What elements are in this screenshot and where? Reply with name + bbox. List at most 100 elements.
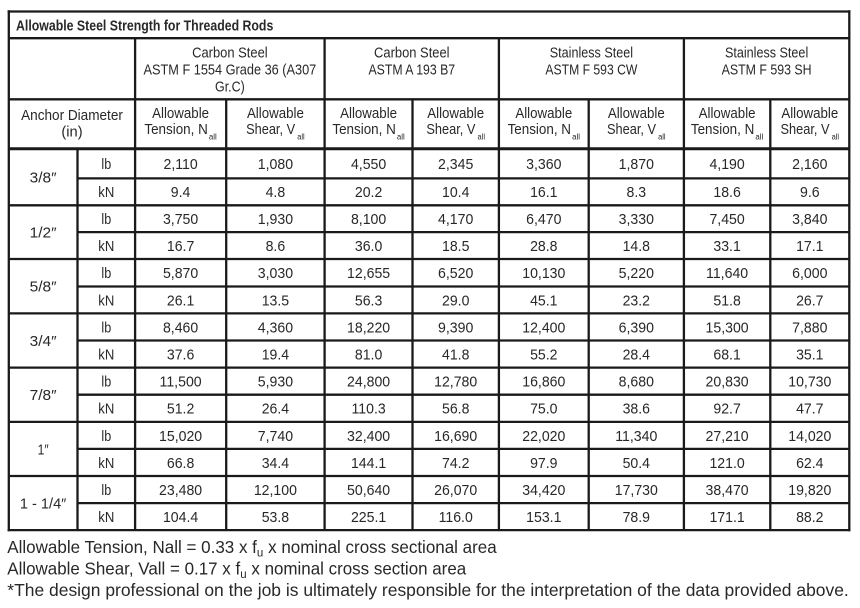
svg-text:lb: lb xyxy=(101,375,111,391)
svg-text:16,690: 16,690 xyxy=(434,429,477,445)
svg-text:x nominal cross section area: x nominal cross section area xyxy=(251,559,466,579)
svg-text:5,930: 5,930 xyxy=(258,375,293,391)
svg-text:8,460: 8,460 xyxy=(163,320,198,336)
svg-text:34,420: 34,420 xyxy=(522,483,565,499)
svg-text:9,390: 9,390 xyxy=(438,320,473,336)
svg-text:1,930: 1,930 xyxy=(258,212,293,228)
svg-text:1 - 1/4″: 1 - 1/4″ xyxy=(20,496,67,512)
svg-text:x nominal cross sectional area: x nominal cross sectional area xyxy=(268,537,497,557)
svg-text:Allowable: Allowable xyxy=(699,106,756,122)
svg-text:all: all xyxy=(658,133,666,142)
svg-text:28.4: 28.4 xyxy=(623,347,650,363)
svg-text:62.4: 62.4 xyxy=(796,456,823,472)
svg-text:92.7: 92.7 xyxy=(713,402,740,418)
svg-text:17.1: 17.1 xyxy=(796,239,823,255)
svg-text:26.7: 26.7 xyxy=(796,293,823,309)
svg-text:74.2: 74.2 xyxy=(442,456,469,472)
svg-text:11,340: 11,340 xyxy=(615,429,657,445)
svg-text:Anchor Diameter: Anchor Diameter xyxy=(21,108,123,124)
svg-text:18.5: 18.5 xyxy=(442,239,469,255)
svg-text:lb: lb xyxy=(101,212,111,228)
svg-text:26.1: 26.1 xyxy=(167,293,194,309)
svg-text:37.6: 37.6 xyxy=(167,347,194,363)
svg-text:11,640: 11,640 xyxy=(706,266,748,282)
svg-text:all: all xyxy=(297,133,305,142)
svg-text:12,400: 12,400 xyxy=(522,320,565,336)
svg-text:16,860: 16,860 xyxy=(522,375,565,391)
svg-text:97.9: 97.9 xyxy=(530,456,557,472)
svg-text:kN: kN xyxy=(98,456,114,472)
svg-text:18,220: 18,220 xyxy=(347,320,390,336)
svg-text:all: all xyxy=(397,133,405,142)
svg-text:12,780: 12,780 xyxy=(434,375,477,391)
svg-text:29.0: 29.0 xyxy=(442,293,469,309)
svg-text:104.4: 104.4 xyxy=(163,510,198,526)
svg-text:Tension, N: Tension, N xyxy=(144,122,207,138)
svg-text:34.4: 34.4 xyxy=(262,456,289,472)
svg-text:38,470: 38,470 xyxy=(706,483,749,499)
svg-text:kN: kN xyxy=(98,185,114,201)
svg-text:20.2: 20.2 xyxy=(355,185,382,201)
svg-text:7,880: 7,880 xyxy=(792,320,827,336)
svg-text:78.9: 78.9 xyxy=(623,510,650,526)
svg-text:Stainless Steel: Stainless Steel xyxy=(550,45,633,61)
svg-text:3,330: 3,330 xyxy=(619,212,654,228)
svg-text:55.2: 55.2 xyxy=(530,347,557,363)
svg-text:Allowable: Allowable xyxy=(515,106,572,122)
svg-text:Allowable: Allowable xyxy=(152,106,209,122)
svg-text:75.0: 75.0 xyxy=(530,402,557,418)
svg-text:7,450: 7,450 xyxy=(709,212,744,228)
svg-text:5,870: 5,870 xyxy=(163,266,198,282)
svg-text:u: u xyxy=(240,567,246,581)
svg-text:88.2: 88.2 xyxy=(796,510,823,526)
svg-text:all: all xyxy=(209,133,217,142)
svg-text:22,020: 22,020 xyxy=(522,429,565,445)
svg-text:10,730: 10,730 xyxy=(788,375,831,391)
svg-text:5/8″: 5/8″ xyxy=(30,280,57,296)
svg-text:Tension, N: Tension, N xyxy=(508,122,571,138)
svg-text:56.8: 56.8 xyxy=(442,402,469,418)
svg-text:18.6: 18.6 xyxy=(713,185,740,201)
svg-text:121.0: 121.0 xyxy=(709,456,744,472)
svg-text:all: all xyxy=(572,133,580,142)
svg-text:13.5: 13.5 xyxy=(262,293,289,309)
svg-text:8,100: 8,100 xyxy=(351,212,386,228)
svg-text:116.0: 116.0 xyxy=(439,510,473,526)
svg-text:Allowable Shear, Vall = 0.17 x: Allowable Shear, Vall = 0.17 x f xyxy=(7,559,240,579)
svg-text:9.4: 9.4 xyxy=(171,185,191,201)
svg-text:7/8″: 7/8″ xyxy=(30,388,57,404)
svg-text:3,360: 3,360 xyxy=(526,157,561,173)
svg-text:Carbon Steel: Carbon Steel xyxy=(374,45,450,61)
svg-text:Allowable: Allowable xyxy=(608,106,665,122)
svg-text:Shear, V: Shear, V xyxy=(426,122,475,138)
svg-text:1,870: 1,870 xyxy=(619,157,654,173)
svg-text:(in): (in) xyxy=(61,125,82,141)
svg-text:3/4″: 3/4″ xyxy=(30,334,57,350)
svg-text:47.7: 47.7 xyxy=(796,402,823,418)
svg-text:kN: kN xyxy=(98,402,114,418)
svg-text:6,470: 6,470 xyxy=(526,212,561,228)
svg-text:7,740: 7,740 xyxy=(258,429,293,445)
svg-text:1″: 1″ xyxy=(38,442,49,458)
svg-text:19.4: 19.4 xyxy=(262,347,289,363)
svg-text:16.7: 16.7 xyxy=(167,239,194,255)
svg-text:26,070: 26,070 xyxy=(434,483,477,499)
svg-text:110.3: 110.3 xyxy=(352,402,386,418)
svg-text:*The design professional on th: *The design professional on the job is u… xyxy=(7,580,849,600)
svg-text:38.6: 38.6 xyxy=(623,402,650,418)
svg-text:all: all xyxy=(478,133,486,142)
svg-text:23,480: 23,480 xyxy=(159,483,202,499)
svg-text:27,210: 27,210 xyxy=(706,429,749,445)
svg-text:all: all xyxy=(755,133,763,142)
svg-text:41.8: 41.8 xyxy=(442,347,469,363)
svg-text:144.1: 144.1 xyxy=(351,456,386,472)
svg-text:8.3: 8.3 xyxy=(627,185,647,201)
svg-text:36.0: 36.0 xyxy=(355,239,382,255)
svg-text:35.1: 35.1 xyxy=(796,347,823,363)
svg-text:14.8: 14.8 xyxy=(623,239,650,255)
svg-text:Shear, V: Shear, V xyxy=(607,122,656,138)
svg-text:9.6: 9.6 xyxy=(800,185,820,201)
svg-text:5,220: 5,220 xyxy=(619,266,654,282)
svg-text:8,680: 8,680 xyxy=(619,375,654,391)
svg-text:24,800: 24,800 xyxy=(347,375,390,391)
